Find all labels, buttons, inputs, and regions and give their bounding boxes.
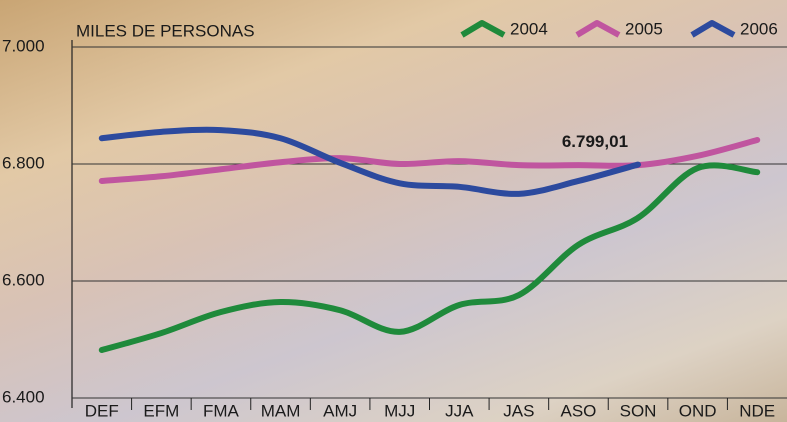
y-tick-label: 6.600 [2, 270, 45, 289]
legend-icon [462, 23, 504, 35]
x-tick-label: JJA [445, 401, 474, 420]
x-tick-label: JAS [503, 401, 534, 420]
value-label: 6.799,01 [562, 132, 628, 151]
x-tick-label: DEF [85, 401, 119, 420]
x-tick-label: SON [620, 401, 657, 420]
chart: MILES DE PERSONAS 6.400 6.600 6.800 7.000 DE… [0, 0, 787, 422]
x-tick-label: AMJ [323, 401, 357, 420]
legend-icon [577, 23, 619, 35]
legend-label: 2006 [740, 19, 778, 38]
x-tick-label: NDE [739, 401, 775, 420]
y-tick-label: 7.000 [2, 36, 45, 55]
series-line [102, 140, 757, 181]
legend-label: 2004 [510, 19, 548, 38]
series-line [102, 165, 757, 350]
y-tick-label: 6.400 [2, 387, 45, 406]
axis-label: MILES DE PERSONAS [76, 21, 255, 40]
x-tick-label: EFM [143, 401, 179, 420]
x-tick-label: OND [679, 401, 717, 420]
x-tick-label: ASO [561, 401, 597, 420]
x-tick-label: FMA [203, 401, 240, 420]
x-tick-label: MJJ [384, 401, 415, 420]
y-tick-label: 6.800 [2, 153, 45, 172]
x-tick-label: MAM [261, 401, 301, 420]
legend-label: 2005 [625, 19, 663, 38]
chart-container: MILES DE PERSONAS 6.400 6.600 6.800 7.000 DE… [0, 0, 787, 422]
legend-icon [692, 23, 734, 35]
